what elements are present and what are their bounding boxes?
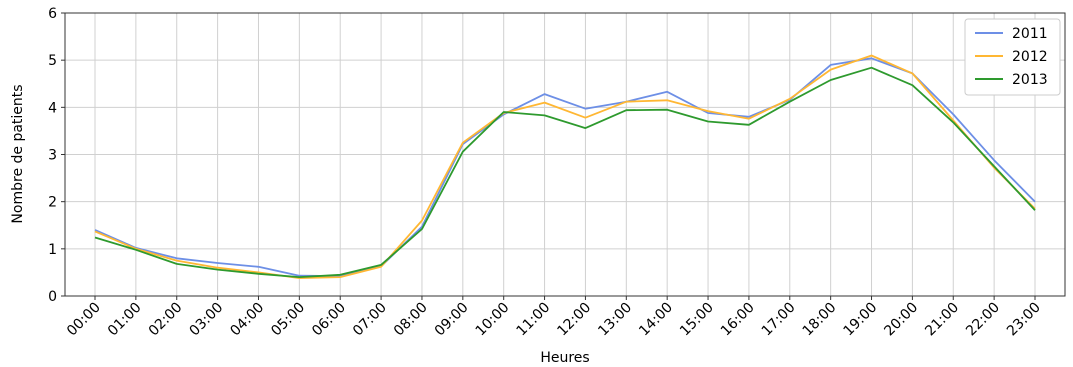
legend-box [964,18,1061,96]
x-tick-label: 05:00 [268,300,308,340]
x-tick-label: 22:00 [963,300,1003,340]
y-axis-ticks: 0 1 2 3 4 5 6 [48,6,65,305]
y-tick-label: 1 [48,242,57,258]
x-tick-label: 17:00 [759,300,799,340]
x-tick-label: 10:00 [473,300,513,340]
legend-label-2012: 2012 [1012,49,1048,65]
y-axis-label: Nombre de patients [10,84,26,223]
x-axis-ticks: 00:00 01:00 02:00 03:00 04:00 05:00 06:00 07:00… [64,296,1044,339]
x-tick-label: 04:00 [227,300,267,340]
legend-label-2011: 2011 [1012,26,1048,42]
x-tick-label: 15:00 [677,300,717,340]
series-lines [94,54,1036,280]
x-tick-label: 18:00 [800,300,840,340]
x-tick-label: 11:00 [514,300,554,340]
x-tick-label: 14:00 [636,300,676,340]
x-tick-label: 03:00 [187,300,227,340]
legend: 2011 2012 2013 [964,18,1061,96]
x-tick-label: 09:00 [432,300,472,340]
x-tick-label: 21:00 [922,300,962,340]
series-line-2011 [94,57,1036,278]
y-tick-label: 5 [48,53,57,69]
x-tick-label: 00:00 [64,300,104,340]
x-axis-label: Heures [540,350,589,366]
y-tick-label: 3 [48,148,57,164]
y-tick-label: 0 [48,289,57,305]
x-tick-label: 07:00 [350,300,390,340]
x-tick-label: 01:00 [105,300,145,340]
y-tick-label: 4 [48,100,57,116]
series-line-2012 [94,54,1036,280]
y-tick-label: 6 [48,6,57,22]
x-tick-label: 13:00 [595,300,635,340]
y-tick-label: 2 [48,195,57,211]
legend-label-2013: 2013 [1012,72,1048,88]
x-tick-label: 06:00 [309,300,349,340]
x-tick-label: 12:00 [554,300,594,340]
x-tick-label: 16:00 [718,300,758,340]
series-line-2013 [94,66,1036,279]
x-tick-label: 23:00 [1004,300,1044,340]
x-tick-label: 02:00 [146,300,186,340]
x-tick-label: 19:00 [840,300,880,340]
x-tick-label: 20:00 [881,300,921,340]
grid [65,12,1065,297]
x-tick-label: 08:00 [391,300,431,340]
